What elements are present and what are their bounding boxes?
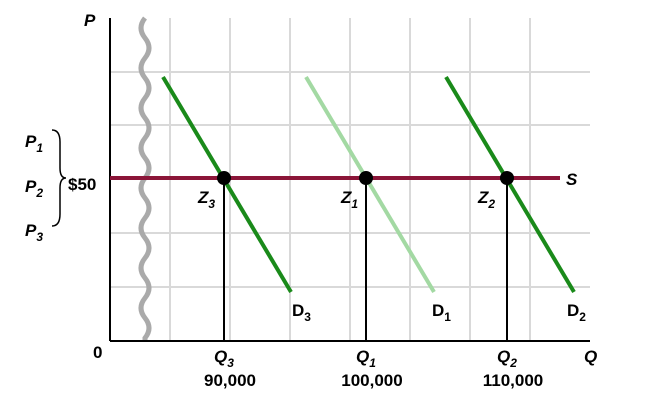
equilibrium-point bbox=[359, 171, 373, 185]
quantity-value: 90,000 bbox=[204, 371, 256, 390]
quantity-symbol-main: Q bbox=[214, 347, 227, 366]
demand-label-main: D bbox=[567, 301, 579, 320]
demand-label-main: D bbox=[432, 301, 444, 320]
demand-label: D2 bbox=[567, 301, 586, 324]
y-axis-label: P bbox=[84, 11, 96, 30]
price-level-label: P1 bbox=[25, 132, 43, 155]
quantity-symbol: Q3 bbox=[214, 347, 234, 370]
point-label-sub: 3 bbox=[208, 197, 215, 211]
price-level-label: P3 bbox=[25, 221, 43, 244]
demand-line bbox=[161, 75, 293, 294]
demand-label: D3 bbox=[292, 301, 311, 324]
quantity-symbol-sub: 1 bbox=[369, 356, 376, 370]
price-level-label-sub: 2 bbox=[35, 186, 43, 200]
demand-label-main: D bbox=[292, 301, 304, 320]
brace bbox=[51, 129, 67, 227]
quantity-symbol-main: Q bbox=[356, 347, 369, 366]
quantity-symbol: Q2 bbox=[497, 347, 517, 370]
price-label: $50 bbox=[68, 175, 96, 194]
quantity-value: 110,000 bbox=[483, 371, 544, 390]
quantity-symbol-sub: 2 bbox=[509, 356, 517, 370]
point-label: Z3 bbox=[197, 188, 215, 211]
point-label-main: Z bbox=[340, 188, 352, 207]
demand-label-sub: 1 bbox=[444, 310, 451, 324]
quantity-symbol: Q1 bbox=[356, 347, 376, 370]
quantity-value: 100,000 bbox=[341, 371, 402, 390]
point-label: Z2 bbox=[477, 188, 495, 211]
price-level-label-main: P bbox=[25, 132, 37, 151]
price-level-label-main: P bbox=[25, 221, 37, 240]
origin-label: 0 bbox=[93, 343, 102, 362]
demand-line bbox=[304, 75, 436, 294]
price-level-label-sub: 1 bbox=[36, 141, 43, 155]
equilibrium-point bbox=[500, 171, 514, 185]
demand-label: D1 bbox=[432, 301, 451, 324]
quantity-symbol-sub: 3 bbox=[227, 356, 234, 370]
price-level-label: P2 bbox=[25, 177, 43, 200]
equilibrium-point bbox=[217, 171, 231, 185]
point-label: Z1 bbox=[340, 188, 358, 211]
price-level-label-sub: 3 bbox=[36, 230, 43, 244]
supply-label: S bbox=[566, 170, 578, 189]
demand-line bbox=[444, 75, 576, 294]
x-axis-label: Q bbox=[584, 347, 597, 366]
point-label-sub: 1 bbox=[351, 197, 358, 211]
price-level-label-main: P bbox=[25, 177, 37, 196]
point-label-main: Z bbox=[197, 188, 209, 207]
point-label-sub: 2 bbox=[487, 197, 495, 211]
point-label-main: Z bbox=[477, 188, 489, 207]
quantity-symbol-main: Q bbox=[497, 347, 510, 366]
demand-label-sub: 3 bbox=[304, 310, 311, 324]
demand-label-sub: 2 bbox=[579, 310, 586, 324]
